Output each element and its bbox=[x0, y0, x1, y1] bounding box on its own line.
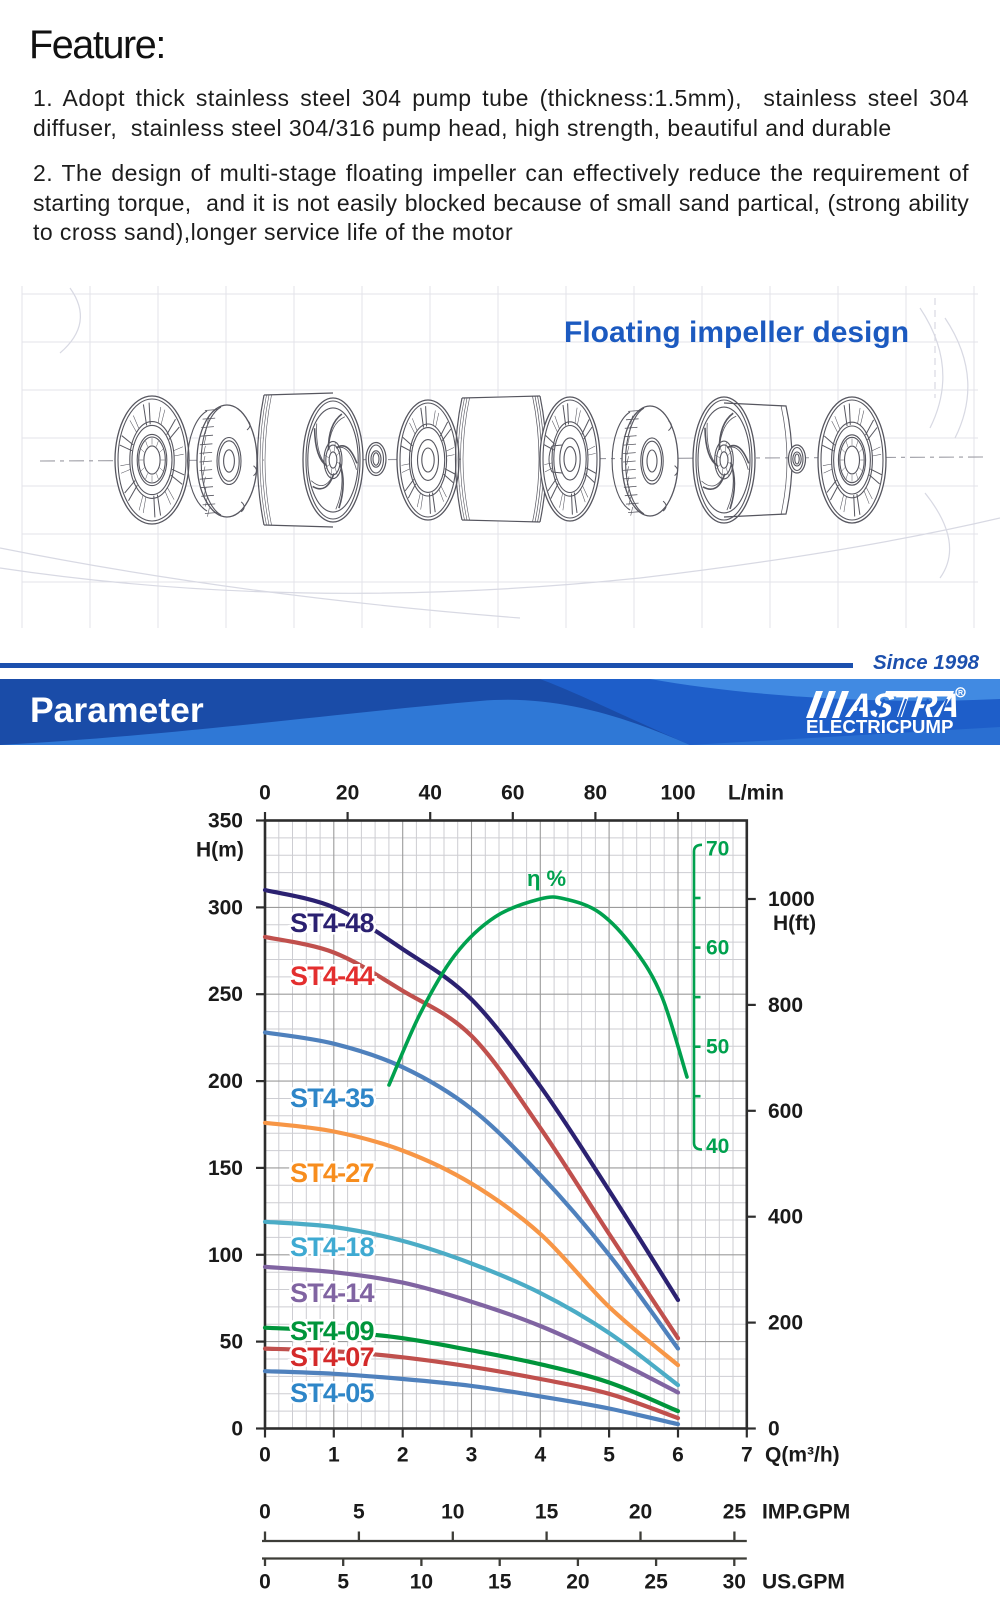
svg-text:ST4-27: ST4-27 bbox=[290, 1158, 374, 1188]
svg-text:ST4-48: ST4-48 bbox=[290, 908, 375, 938]
svg-text:30: 30 bbox=[723, 1571, 746, 1594]
svg-text:40: 40 bbox=[706, 1135, 729, 1158]
svg-text:0: 0 bbox=[231, 1418, 243, 1441]
svg-text:0: 0 bbox=[259, 1571, 271, 1594]
svg-text:400: 400 bbox=[768, 1206, 803, 1229]
svg-text:ST4-14: ST4-14 bbox=[290, 1278, 375, 1308]
svg-text:ST4-09: ST4-09 bbox=[290, 1316, 375, 1346]
svg-text:0: 0 bbox=[768, 1418, 780, 1441]
svg-text:1: 1 bbox=[328, 1444, 340, 1467]
svg-text:100: 100 bbox=[208, 1244, 243, 1267]
svg-text:10: 10 bbox=[441, 1500, 464, 1523]
svg-text:60: 60 bbox=[706, 937, 729, 960]
svg-text:ST4-18: ST4-18 bbox=[290, 1232, 375, 1262]
svg-text:200: 200 bbox=[208, 1070, 243, 1093]
svg-text:50: 50 bbox=[706, 1036, 729, 1059]
svg-text:100: 100 bbox=[660, 782, 695, 805]
svg-text:IMP.GPM: IMP.GPM bbox=[762, 1500, 850, 1523]
svg-text:H(m): H(m) bbox=[196, 839, 244, 862]
svg-text:6: 6 bbox=[672, 1444, 684, 1467]
svg-text:25: 25 bbox=[644, 1571, 668, 1594]
svg-text:L/min: L/min bbox=[728, 782, 784, 805]
svg-text:7: 7 bbox=[741, 1444, 753, 1467]
svg-text:80: 80 bbox=[584, 782, 607, 805]
svg-text:300: 300 bbox=[208, 896, 243, 919]
svg-text:200: 200 bbox=[768, 1312, 803, 1335]
svg-text:3: 3 bbox=[466, 1444, 478, 1467]
svg-text:600: 600 bbox=[768, 1100, 803, 1123]
svg-text:20: 20 bbox=[336, 782, 359, 805]
svg-text:60: 60 bbox=[501, 782, 524, 805]
svg-text:ELECTRICPUMP: ELECTRICPUMP bbox=[806, 716, 953, 737]
svg-text:5: 5 bbox=[337, 1571, 349, 1594]
svg-text:Q(m³/h): Q(m³/h) bbox=[765, 1444, 840, 1467]
svg-text:US.GPM: US.GPM bbox=[762, 1571, 845, 1594]
svg-text:2: 2 bbox=[397, 1444, 409, 1467]
svg-text:η %: η % bbox=[527, 866, 566, 891]
svg-text:0: 0 bbox=[259, 1444, 271, 1467]
svg-text:H(ft): H(ft) bbox=[773, 912, 816, 935]
svg-text:40: 40 bbox=[419, 782, 442, 805]
svg-text:ST4-07: ST4-07 bbox=[290, 1342, 374, 1372]
svg-text:R: R bbox=[958, 690, 963, 697]
svg-text:10: 10 bbox=[410, 1571, 433, 1594]
svg-text:350: 350 bbox=[208, 810, 243, 833]
svg-text:50: 50 bbox=[220, 1331, 243, 1354]
svg-text:250: 250 bbox=[208, 983, 243, 1006]
svg-text:800: 800 bbox=[768, 994, 803, 1017]
svg-text:150: 150 bbox=[208, 1157, 243, 1180]
svg-text:Floating impeller design: Floating impeller design bbox=[564, 316, 909, 349]
svg-text:5: 5 bbox=[603, 1444, 615, 1467]
svg-text:15: 15 bbox=[488, 1571, 512, 1594]
svg-text:ST4-35: ST4-35 bbox=[290, 1083, 375, 1113]
svg-text:4: 4 bbox=[534, 1444, 546, 1467]
svg-text:5: 5 bbox=[353, 1500, 365, 1523]
svg-text:0: 0 bbox=[259, 1500, 271, 1523]
svg-text:20: 20 bbox=[629, 1500, 652, 1523]
svg-text:ST4-05: ST4-05 bbox=[290, 1378, 375, 1408]
svg-text:1000: 1000 bbox=[768, 888, 815, 911]
svg-text:ST4-44: ST4-44 bbox=[290, 961, 375, 991]
svg-text:25: 25 bbox=[723, 1500, 747, 1523]
svg-text:70: 70 bbox=[706, 838, 729, 861]
svg-text:20: 20 bbox=[566, 1571, 589, 1594]
svg-text:0: 0 bbox=[259, 782, 271, 805]
svg-text:15: 15 bbox=[535, 1500, 559, 1523]
